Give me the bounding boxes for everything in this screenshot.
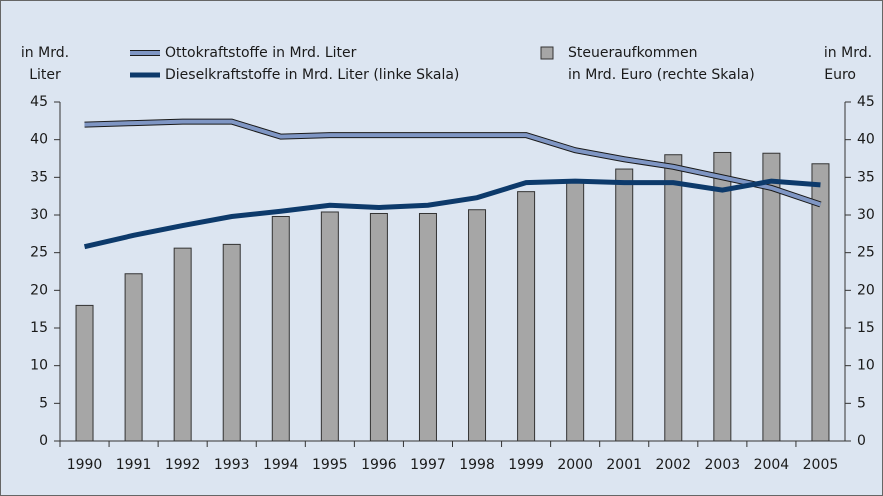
bar <box>369 212 388 442</box>
x-tick-label: 2000 <box>557 457 593 473</box>
x-tick-label: 1997 <box>410 457 446 473</box>
y-axis-label: Liter <box>29 67 61 83</box>
y2-tick-label: 5 <box>857 395 866 411</box>
y2-axis-label: Euro <box>824 67 856 83</box>
x-tick-label: 1999 <box>508 457 544 473</box>
x-tick-label: 2003 <box>705 457 741 473</box>
bar <box>615 168 634 442</box>
legend-swatch <box>540 46 554 60</box>
y2-tick-label: 35 <box>857 169 875 185</box>
bar <box>271 216 290 442</box>
line <box>83 178 821 250</box>
y2-tick-label: 45 <box>857 94 875 110</box>
y2-tick-label: 20 <box>857 282 875 298</box>
bar <box>468 209 487 442</box>
y-tick-label: 10 <box>30 358 48 374</box>
bar <box>811 163 830 442</box>
x-tick-label: 1994 <box>263 457 299 473</box>
x-tick-label: 1998 <box>459 457 495 473</box>
y2-tick-label: 40 <box>857 132 875 148</box>
x-tick-label: 1991 <box>116 457 152 473</box>
y-tick-label: 45 <box>30 94 48 110</box>
bar <box>124 273 143 442</box>
y-tick-label: 35 <box>30 169 48 185</box>
x-tick-label: 2005 <box>803 457 839 473</box>
y-tick-label: 20 <box>30 282 48 298</box>
x-tick-label: 2004 <box>754 457 790 473</box>
y-tick-label: 5 <box>39 395 48 411</box>
y2-tick-label: 30 <box>857 207 875 223</box>
x-tick-label: 2002 <box>655 457 691 473</box>
bar <box>664 154 683 442</box>
bar <box>566 179 585 442</box>
bar <box>320 211 339 442</box>
bar <box>713 151 732 442</box>
bar <box>75 304 94 442</box>
legend-label: Ottokraftstoffe in Mrd. Liter <box>165 45 357 61</box>
y-tick-label: 15 <box>30 320 48 336</box>
bar <box>762 152 781 442</box>
y2-tick-label: 0 <box>857 433 866 449</box>
x-tick-label: 1996 <box>361 457 397 473</box>
x-tick-label: 2001 <box>606 457 642 473</box>
y-tick-label: 30 <box>30 207 48 223</box>
y2-tick-label: 25 <box>857 245 875 261</box>
x-tick-label: 1993 <box>214 457 250 473</box>
y2-tick-label: 10 <box>857 358 875 374</box>
y-axis-label: in Mrd. <box>21 45 69 61</box>
y2-tick-label: 15 <box>857 320 875 336</box>
legend-label: Dieselkraftstoffe in Mrd. Liter (linke S… <box>165 67 459 83</box>
bar <box>173 247 192 442</box>
legend-label: in Mrd. Euro (rechte Skala) <box>568 67 755 83</box>
x-tick-label: 1990 <box>67 457 103 473</box>
y-tick-label: 25 <box>30 245 48 261</box>
bar <box>222 243 241 442</box>
y2-axis-label: in Mrd. <box>824 45 872 61</box>
y-tick-label: 40 <box>30 132 48 148</box>
bar <box>418 212 437 442</box>
line <box>84 119 822 207</box>
bar <box>517 191 536 442</box>
legend-label: Steueraufkommen <box>568 45 698 61</box>
x-tick-label: 1995 <box>312 457 348 473</box>
y-tick-label: 0 <box>39 433 48 449</box>
x-tick-label: 1992 <box>165 457 201 473</box>
